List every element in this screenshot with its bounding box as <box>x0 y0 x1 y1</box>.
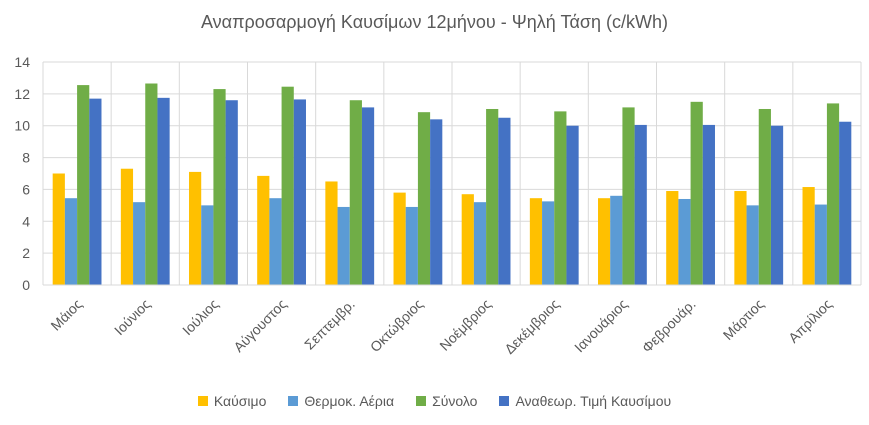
x-tick-label: Σεπτεμβρ. <box>301 296 358 353</box>
bar <box>634 124 647 286</box>
y-tick-label: 12 <box>14 86 30 102</box>
bar <box>189 171 202 285</box>
bar <box>486 108 499 285</box>
bar <box>529 198 543 285</box>
legend-label: Καύσιμο <box>213 393 267 409</box>
bar <box>554 111 567 285</box>
chart-legend: Καύσιμο Θερμοκ. Αέρια Σύνολο Αναθεωρ. Τιμή … <box>0 393 869 409</box>
legend-label: Θερμοκ. Αέρια <box>304 393 395 409</box>
bar <box>269 198 282 285</box>
bar <box>120 168 134 285</box>
bar <box>826 103 840 286</box>
x-tick-label: Μάιος <box>47 296 85 334</box>
x-tick-label: Απρίλιος <box>785 296 835 346</box>
x-tick-label: Νοέμβριος <box>436 296 494 354</box>
bar <box>145 83 158 285</box>
bar <box>393 192 406 285</box>
bar <box>213 89 226 285</box>
bar <box>814 204 827 285</box>
bar <box>64 198 78 285</box>
legend-swatch <box>416 396 427 406</box>
bar <box>746 205 759 285</box>
legend-item: Θερμοκ. Αέρια <box>288 393 394 409</box>
bar <box>542 201 555 285</box>
bar <box>405 206 418 285</box>
x-tick-label: Ιανουάριος <box>571 296 631 356</box>
bar <box>610 195 623 285</box>
bar <box>77 85 90 285</box>
bar <box>839 121 852 285</box>
legend-swatch <box>499 396 510 406</box>
x-tick-label: Δεκέμβριος <box>501 296 562 357</box>
bar <box>678 198 691 285</box>
bar <box>758 108 771 285</box>
legend-item: Σύνολο <box>416 393 477 409</box>
bar <box>257 175 270 285</box>
bar <box>802 187 815 285</box>
bar <box>622 107 635 286</box>
bar <box>325 181 338 285</box>
bar <box>702 124 715 286</box>
x-tick-label: Οκτώβριος <box>367 296 426 355</box>
y-tick-label: 8 <box>22 150 30 166</box>
bar <box>473 202 487 285</box>
legend-item: Καύσιμο <box>197 393 267 409</box>
bar <box>734 191 747 285</box>
bar <box>498 117 511 285</box>
bar <box>89 98 102 285</box>
bar <box>133 202 146 285</box>
x-tick-label: Ιούλιος <box>179 296 222 339</box>
bar <box>417 112 431 285</box>
y-tick-label: 10 <box>14 118 30 134</box>
bar <box>349 100 362 285</box>
bar <box>293 99 306 285</box>
bar <box>201 205 214 285</box>
legend-swatch <box>288 396 299 406</box>
x-tick-label: Φεβρουάρ. <box>639 296 699 356</box>
bar <box>337 206 350 285</box>
y-tick-label: 14 <box>14 54 30 70</box>
bar <box>690 101 703 285</box>
bar <box>430 119 443 285</box>
bar <box>461 194 474 285</box>
bar <box>281 86 294 285</box>
bar <box>770 125 784 285</box>
legend-label: Σύνολο <box>432 393 478 409</box>
y-tick-label: 2 <box>22 245 30 261</box>
bar <box>666 191 679 285</box>
bar <box>361 107 375 286</box>
legend-label: Αναθεωρ. Τιμή Καυσίμου <box>515 393 672 409</box>
x-tick-label: Αύγουστος <box>230 296 290 356</box>
y-tick-label: 4 <box>22 213 30 229</box>
y-tick-label: 0 <box>22 277 30 293</box>
legend-item: Αναθεωρ. Τιμή Καυσίμου <box>499 393 671 409</box>
bar <box>157 97 170 285</box>
bar <box>598 198 611 285</box>
bar <box>225 100 238 285</box>
y-tick-label: 6 <box>22 181 30 197</box>
bar <box>566 125 579 285</box>
bar <box>52 173 65 285</box>
x-tick-label: Μάρτιος <box>720 296 767 343</box>
legend-swatch <box>197 396 208 406</box>
chart-title: Αναπροσαρμογή Καυσίμων 12μήνου - Ψηλή Τά… <box>201 12 668 32</box>
x-tick-label: Ιούνιος <box>111 296 154 339</box>
